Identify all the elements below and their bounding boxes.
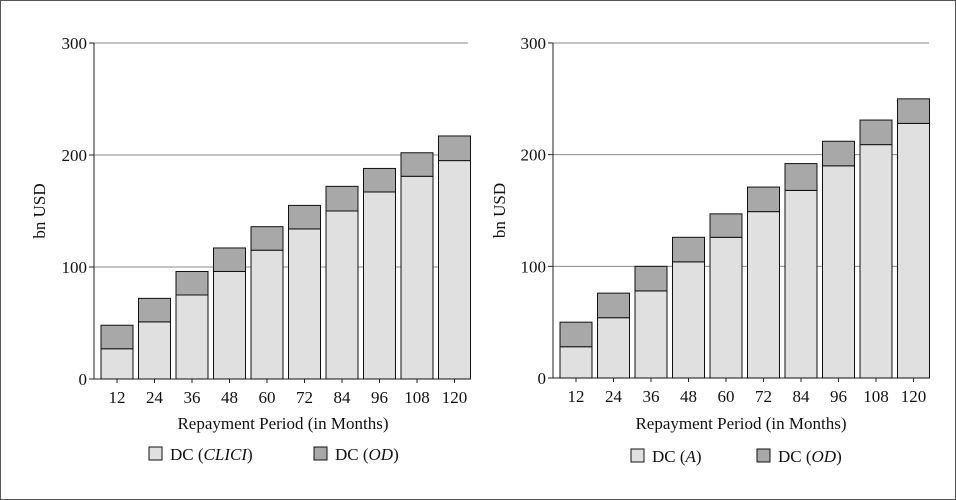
chart2-x-axis-title: Repayment Period (in Months) [635, 414, 846, 433]
chart2-bar-od-36 [634, 265, 668, 292]
chart2-bar-a-48 [672, 261, 705, 379]
chart1-bar-clici-72 [288, 228, 321, 380]
chart1-bar-clici-108 [400, 175, 434, 380]
chart1-y-tick-label: 100 [62, 258, 88, 277]
chart2-bar-od-96 [822, 140, 855, 167]
chart1-bar-clici-96 [363, 191, 396, 380]
chart1-bar-od-96 [363, 167, 396, 193]
chart2-x-tick-label: 120 [901, 387, 927, 406]
chart1-bar-clici-60 [250, 249, 284, 380]
chart2-bar-a-96 [822, 165, 855, 379]
chart2-legend-label-a: DC (A) [652, 447, 702, 466]
chart2-bar-a-84 [784, 189, 818, 379]
chart1-x-tick-label: 72 [296, 388, 313, 407]
chart2-y-tick-label: 0 [538, 369, 547, 388]
chart2-y-axis-title: bn USD [490, 183, 509, 238]
chart1-x-tick-label: 84 [334, 388, 352, 407]
chart1-x-tick-label: 24 [146, 388, 164, 407]
chart1-bar-od-120 [438, 135, 471, 162]
chart1-x-axis-title: Repayment Period (in Months) [177, 414, 388, 433]
chart1-bar-clici-48 [213, 270, 246, 380]
chart1-bar-od-84 [325, 185, 359, 212]
chart1-y-tick-label: 300 [62, 34, 88, 53]
chart1-y-tick-label: 0 [79, 370, 88, 389]
chart2-bar-od-48 [672, 236, 705, 263]
chart1-legend-swatch-od [313, 446, 328, 461]
chart1-y-tick-label: 200 [62, 146, 88, 165]
chart2-y-tick-label: 300 [521, 34, 547, 53]
chart2-bar-od-60 [709, 213, 743, 238]
chart1-x-tick-label: 48 [221, 388, 238, 407]
chart1-bar-clici-24 [138, 321, 171, 380]
chart1-bar-od-72 [288, 204, 321, 230]
chart2-legend-label-od: DC (OD) [778, 447, 842, 466]
chart1-bar-clici-36 [175, 294, 209, 380]
chart1-x-tick-label: 120 [442, 388, 468, 407]
chart2-bar-a-72 [747, 211, 780, 379]
chart2-bar-od-108 [859, 119, 893, 146]
chart2-legend-swatch-od [756, 448, 771, 463]
chart1-legend-label-od: DC (OD) [335, 445, 399, 464]
chart1-bar-od-36 [175, 270, 209, 296]
chart1-bar-od-60 [250, 226, 284, 251]
chart2-bar-a-24 [597, 317, 630, 379]
chart1-bar-od-108 [400, 152, 434, 177]
chart2-x-tick-label: 108 [863, 387, 889, 406]
chart1-bar-od-24 [138, 297, 171, 323]
chart2-bar-od-24 [597, 292, 630, 319]
chart2-bar-od-84 [784, 163, 818, 191]
chart1-bar-clici-120 [438, 160, 471, 380]
chart1-bar-od-48 [213, 247, 246, 272]
chart1-bar-od-12 [100, 324, 134, 350]
chart2-x-tick-label: 72 [755, 387, 772, 406]
chart1-x-tick-label: 60 [259, 388, 276, 407]
chart2-x-tick-label: 36 [643, 387, 660, 406]
chart2-x-tick-label: 48 [680, 387, 697, 406]
chart2-bar-od-120 [897, 98, 930, 124]
chart2-bar-a-108 [859, 144, 893, 379]
chart1-x-tick-label: 96 [371, 388, 388, 407]
chart2-x-tick-label: 84 [793, 387, 811, 406]
chart1-x-tick-label: 36 [184, 388, 201, 407]
chart2-bar-a-60 [709, 236, 743, 379]
chart2-x-tick-label: 96 [830, 387, 847, 406]
chart2-bar-od-72 [747, 186, 780, 213]
chart2-bar-a-36 [634, 290, 668, 379]
chart1-bar-clici-84 [325, 210, 359, 380]
chart1-legend-swatch-clici [148, 446, 163, 461]
chart2-y-tick-label: 200 [521, 146, 547, 165]
chart2-legend-swatch-a [630, 448, 645, 463]
chart1-bar-clici-12 [100, 348, 134, 380]
chart1-x-tick-label: 12 [109, 388, 126, 407]
chart2-bar-a-120 [897, 122, 930, 379]
chart2-x-tick-label: 60 [718, 387, 735, 406]
chart2-x-tick-label: 12 [568, 387, 585, 406]
chart1-x-tick-label: 108 [404, 388, 430, 407]
chart2-x-tick-label: 24 [605, 387, 623, 406]
chart1-legend-label-clici: DC (CLICI) [170, 445, 253, 464]
chart2-bar-od-12 [559, 321, 593, 348]
chart1-y-axis-title: bn USD [30, 183, 49, 238]
chart2-bar-a-12 [559, 346, 593, 379]
chart2-y-tick-label: 100 [521, 257, 547, 276]
